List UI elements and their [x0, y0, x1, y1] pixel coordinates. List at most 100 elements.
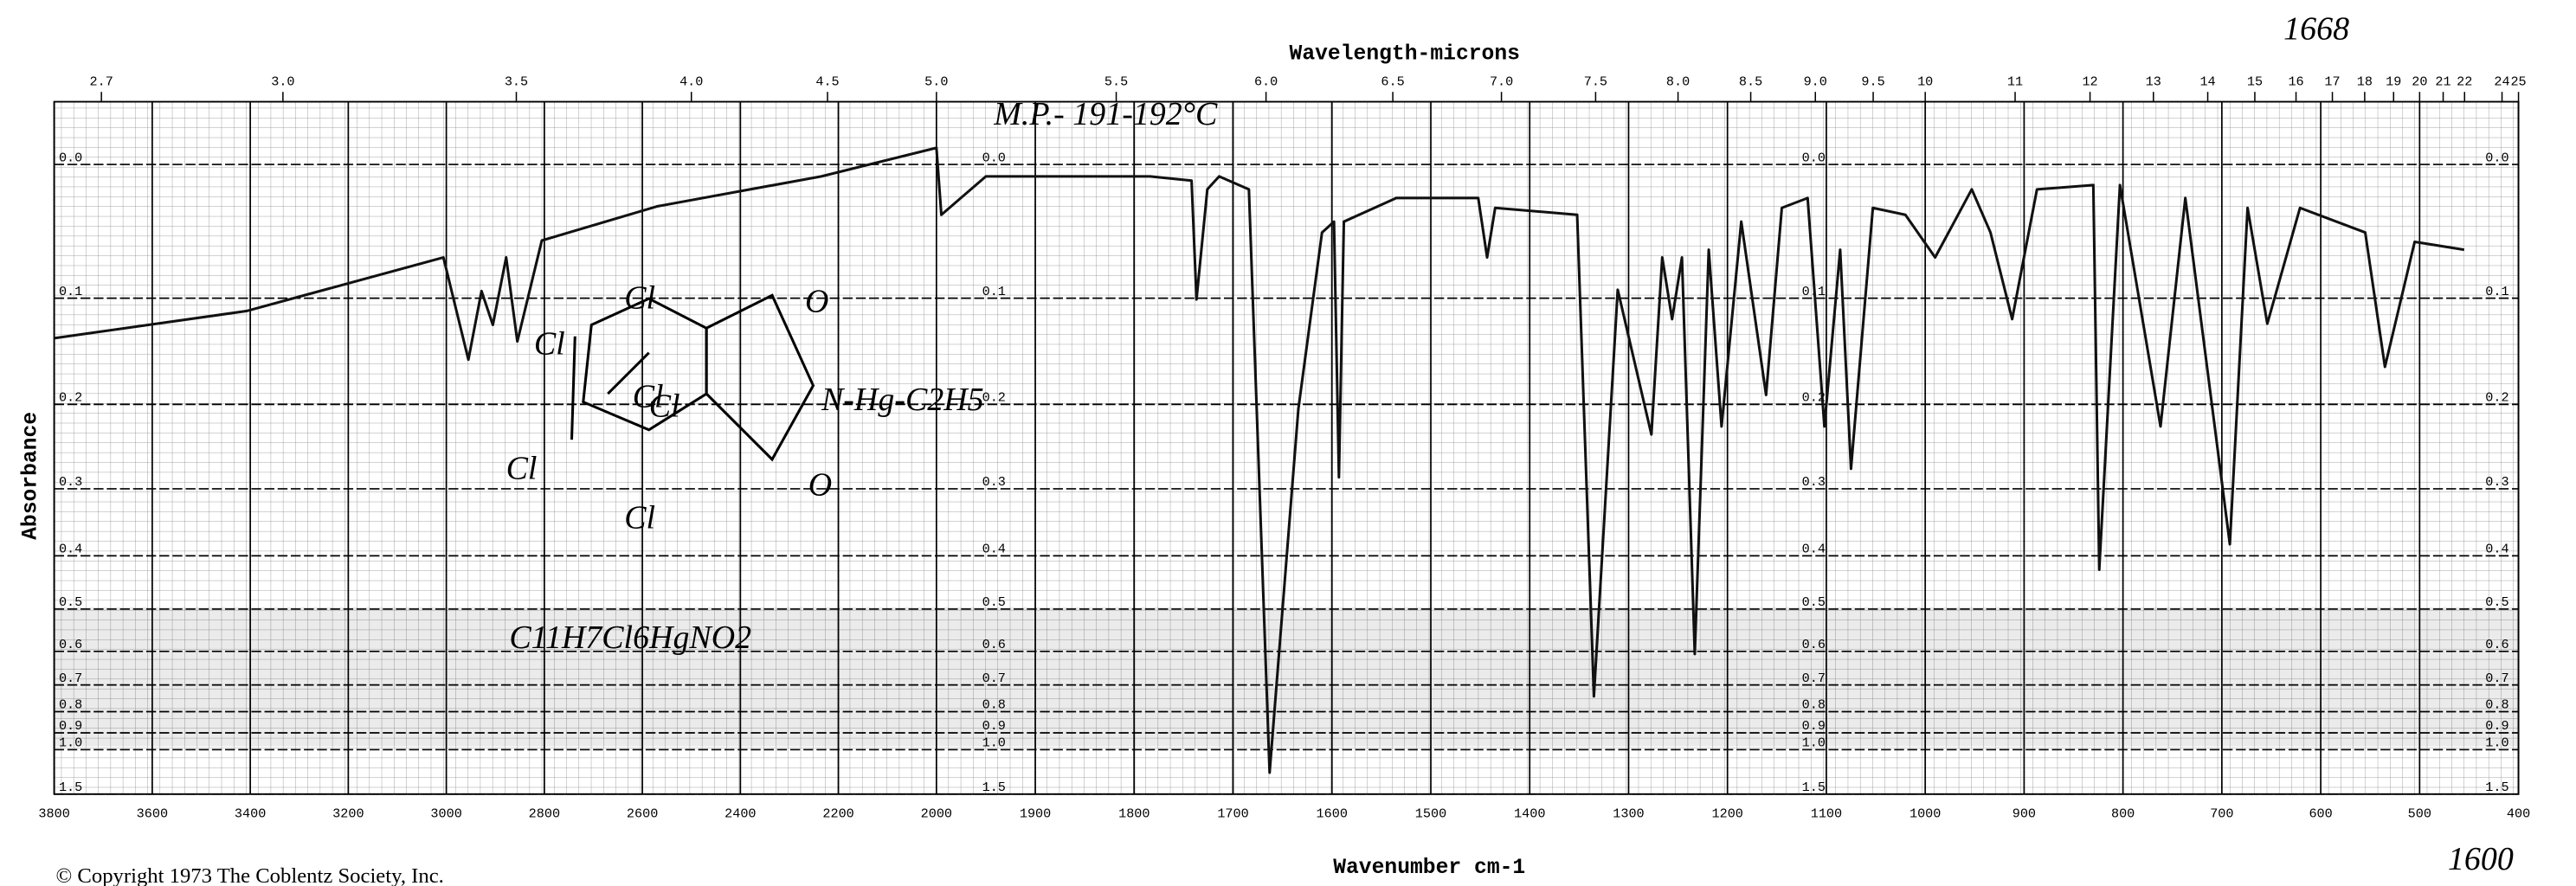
x-tick-label: 3400	[235, 806, 266, 821]
x2-tick-label: 7.5	[1584, 74, 1607, 90]
y-tick-label: 0.4	[1802, 542, 1826, 557]
chart-title: Wavelength-microns	[1290, 42, 1520, 66]
y-tick-label: 0.4	[2485, 542, 2508, 557]
x-tick-label: 500	[2408, 806, 2431, 821]
y-axis-title: Absorbance	[19, 412, 43, 540]
x2-tick-label: 7.0	[1490, 74, 1513, 90]
x2-tick-label: 6.0	[1254, 74, 1278, 90]
y-tick-label: 0.6	[2485, 637, 2508, 652]
y-tick-label: 0.3	[982, 474, 1006, 490]
x2-tick-label: 8.5	[1739, 74, 1762, 90]
y-tick-label: 1.0	[1802, 735, 1826, 751]
y-tick-label: 0.9	[1802, 718, 1826, 734]
x-tick-label: 2600	[627, 806, 658, 821]
x-axis-title: Wavenumber cm-1	[1333, 856, 1525, 880]
y-tick-label: 0.8	[1802, 697, 1826, 713]
y-tick-label: 0.9	[2485, 718, 2508, 734]
x2-tick-label: 9.5	[1861, 74, 1884, 90]
x-tick-label: 3600	[137, 806, 168, 821]
x2-tick-label: 5.5	[1104, 74, 1128, 90]
y-tick-label: 0.7	[59, 671, 82, 686]
y-tick-label: 1.5	[59, 780, 82, 795]
x2-tick-label: 10	[1917, 74, 1933, 90]
y-tick-label: 0.8	[2485, 697, 2508, 713]
y-tick-label: 0.2	[59, 390, 82, 406]
x-tick-label: 1800	[1118, 806, 1150, 821]
annotation: Cl	[649, 388, 680, 425]
y-tick-label: 0.5	[1802, 594, 1826, 610]
y-tick-label: 0.4	[982, 542, 1006, 557]
x-tick-label: 700	[2210, 806, 2233, 821]
y-tick-label: 0.6	[59, 637, 82, 652]
x2-tick-label: 17	[2324, 74, 2340, 90]
x-tick-label: 3000	[430, 806, 461, 821]
x-tick-label: 2200	[822, 806, 853, 821]
y-tick-label: 1.0	[982, 735, 1006, 751]
annotation: Cl	[633, 378, 664, 414]
y-tick-label: 0.2	[1802, 390, 1826, 406]
x2-tick-label: 4.5	[815, 74, 839, 90]
x-tick-label: 1300	[1613, 806, 1644, 821]
x-tick-label: 1100	[1811, 806, 1842, 821]
x2-tick-label: 4.0	[679, 74, 703, 90]
x2-tick-label: 24	[2494, 74, 2509, 90]
y-tick-label: 0.2	[982, 390, 1006, 406]
annotation: Cl	[624, 500, 655, 536]
x-tick-label: 1500	[1415, 806, 1446, 821]
x2-tick-label: 22	[2457, 74, 2472, 90]
x-tick-label: 800	[2111, 806, 2135, 821]
annotation: Cl	[506, 451, 538, 487]
y-tick-label: 1.0	[2485, 735, 2508, 751]
x-tick-label: 400	[2507, 806, 2530, 821]
y-tick-label: 0.0	[982, 150, 1006, 165]
x2-tick-label: 2.7	[90, 74, 113, 90]
x2-tick-label: 15	[2247, 74, 2263, 90]
x-tick-label: 2400	[724, 806, 756, 821]
y-tick-label: 0.7	[1802, 671, 1826, 686]
annotation: M.P.- 191-192°C	[993, 96, 1218, 132]
y-tick-label: 0.8	[982, 697, 1006, 713]
y-tick-label: 0.0	[2485, 150, 2508, 165]
y-tick-label: 1.5	[1802, 780, 1826, 795]
x2-tick-label: 14	[2199, 74, 2215, 90]
spectrum	[54, 146, 2464, 774]
y-tick-label: 0.3	[59, 474, 82, 490]
y-tick-label: 0.0	[59, 150, 82, 165]
x2-tick-label: 25	[2510, 74, 2526, 90]
x2-tick-label: 16	[2288, 74, 2303, 90]
y-tick-label: 0.1	[59, 284, 82, 299]
y-tick-label: 0.5	[59, 594, 82, 610]
bond	[570, 336, 576, 440]
x-tick-label: 1900	[1020, 806, 1051, 821]
y-tick-label: 0.5	[982, 594, 1006, 610]
minor-grid	[54, 101, 2519, 794]
y-tick-label: 0.6	[982, 637, 1006, 652]
x2-tick-label: 3.5	[505, 74, 528, 90]
annotation: O	[808, 467, 832, 504]
x2-tick-label: 8.0	[1666, 74, 1690, 90]
x2-tick-label: 5.0	[924, 74, 948, 90]
annotation: N-Hg-C2H5	[821, 382, 984, 418]
y-tick-label: 1.0	[59, 735, 82, 751]
y-tick-label: 0.1	[982, 284, 1006, 299]
x-tick-label: 2000	[921, 806, 952, 821]
x-tick-label: 3800	[38, 806, 69, 821]
x2-tick-label: 13	[2146, 74, 2161, 90]
y-tick-label: 0.6	[1802, 637, 1826, 652]
annotation: 1668	[2283, 11, 2349, 48]
scan-shade	[54, 607, 2519, 747]
x-tick-label: 2800	[529, 806, 560, 821]
y-tick-label: 0.0	[1802, 150, 1826, 165]
annotation: Cl	[534, 326, 565, 363]
x2-tick-label: 11	[2007, 74, 2023, 90]
x2-tick-label: 19	[2386, 74, 2401, 90]
x2-tick-label: 20	[2412, 74, 2427, 90]
x-tick-label: 600	[2309, 806, 2332, 821]
y-tick-label: 0.8	[59, 697, 82, 713]
y-tick-label: 0.9	[982, 718, 1006, 734]
annotation: 1600	[2448, 841, 2514, 877]
x2-tick-label: 21	[2435, 74, 2450, 90]
annotation: C11H7Cl6HgNO2	[509, 620, 751, 656]
copyright: © Copyright 1973 The Coblentz Society, I…	[56, 864, 444, 886]
